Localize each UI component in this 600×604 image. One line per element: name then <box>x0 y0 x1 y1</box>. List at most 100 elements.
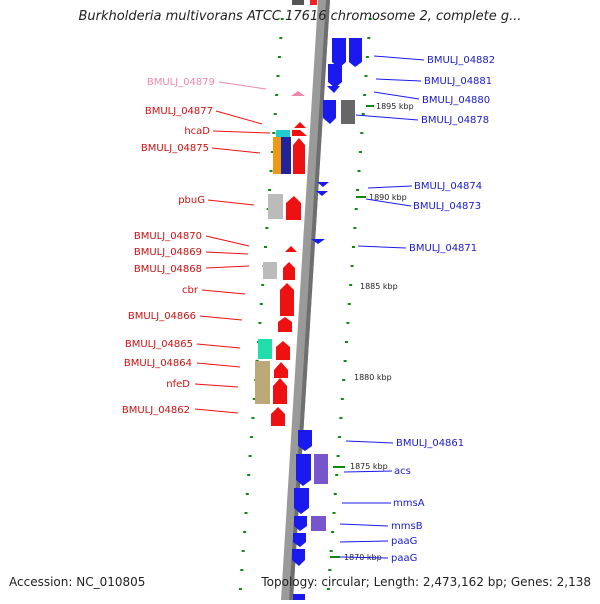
gene-block[interactable] <box>281 137 291 174</box>
scale-label: 1875 kbp <box>350 462 388 471</box>
gene-label-hcaD[interactable]: hcaD <box>184 126 210 137</box>
gene-label-BMULJ_04861[interactable]: BMULJ_04861 <box>396 438 464 449</box>
scale-label: 1880 kbp <box>354 373 392 382</box>
gene-arrow[interactable] <box>280 283 294 316</box>
gene-arrow[interactable] <box>332 38 346 68</box>
accession-label: Accession: NC_010805 <box>9 575 146 589</box>
gene-arrow[interactable] <box>291 91 305 96</box>
gene-arrow[interactable] <box>273 378 287 404</box>
grid-tick <box>270 151 274 153</box>
gene-label-mmsA[interactable]: mmsA <box>393 498 425 509</box>
gene-arrow[interactable] <box>327 86 340 93</box>
gene-block[interactable] <box>258 339 272 359</box>
gene-label-BMULJ_04882[interactable]: BMULJ_04882 <box>427 55 495 66</box>
gene-label-BMULJ_04873[interactable]: BMULJ_04873 <box>413 201 481 212</box>
gene-label-BMULJ_04880[interactable]: BMULJ_04880 <box>422 95 490 106</box>
gene-label-BMULJ_04878[interactable]: BMULJ_04878 <box>421 115 489 126</box>
gene-label-BMULJ_04865[interactable]: BMULJ_04865 <box>125 339 193 350</box>
grid-tick <box>277 56 281 58</box>
grid-tick <box>238 588 242 590</box>
gene-arrow[interactable] <box>323 100 336 124</box>
grid-tick <box>354 208 358 210</box>
gene-arrow[interactable] <box>286 196 301 220</box>
gene-block[interactable] <box>314 454 328 484</box>
gene-label-BMULJ_04862[interactable]: BMULJ_04862 <box>122 405 190 416</box>
gene-label-cbr[interactable]: cbr <box>182 285 199 296</box>
gene-arrow[interactable] <box>292 130 307 136</box>
scale-label: 1895 kbp <box>376 102 414 111</box>
grid-tick <box>269 170 273 172</box>
grid-tick <box>248 455 252 457</box>
grid-tick <box>346 322 350 324</box>
grid-tick <box>243 531 247 533</box>
grid-tick <box>275 94 279 96</box>
grid-tick <box>279 37 283 39</box>
gene-block[interactable] <box>273 137 281 174</box>
grid-tick <box>358 151 362 153</box>
gene-block[interactable] <box>263 262 277 279</box>
grid-tick <box>340 398 344 400</box>
gene-block[interactable] <box>311 516 326 531</box>
grid-tick <box>339 417 343 419</box>
gene-arrow[interactable] <box>293 533 306 547</box>
grid-tick <box>276 75 280 77</box>
gene-block[interactable] <box>255 361 270 404</box>
gene-label-BMULJ_04868[interactable]: BMULJ_04868 <box>134 264 202 275</box>
grid-tick <box>280 18 284 20</box>
gene-arrow[interactable] <box>311 239 325 244</box>
gene-arrow[interactable] <box>294 122 306 128</box>
grid-tick <box>343 360 347 362</box>
gene-label-mmsB[interactable]: mmsB <box>391 521 423 532</box>
grid-tick <box>250 436 253 438</box>
gene-block[interactable] <box>341 100 355 124</box>
chromosome-backbone-shade <box>289 0 330 600</box>
gene-arrow[interactable] <box>285 246 297 252</box>
grid-tick <box>247 474 251 476</box>
gene-arrow[interactable] <box>328 64 342 88</box>
map-title: Burkholderia multivorans ATCC 17616 chro… <box>78 9 522 24</box>
gene-arrow[interactable] <box>274 362 288 378</box>
gene-label-BMULJ_04870[interactable]: BMULJ_04870 <box>134 231 202 242</box>
gene-label-paaG[interactable]: paaG <box>391 536 417 547</box>
gene-arrow[interactable] <box>294 488 309 514</box>
grid-tick <box>368 18 372 20</box>
gene-label-BMULJ_04875[interactable]: BMULJ_04875 <box>141 143 209 154</box>
gene-label-BMULJ_04874[interactable]: BMULJ_04874 <box>414 181 482 192</box>
gene-arrow[interactable] <box>294 516 307 531</box>
gene-label-BMULJ_04866[interactable]: BMULJ_04866 <box>128 311 196 322</box>
gene-arrow[interactable] <box>276 341 290 360</box>
grid-tick <box>329 550 333 552</box>
gene-label-BMULJ_04879[interactable]: BMULJ_04879 <box>147 77 215 88</box>
gene-arrow[interactable] <box>349 38 362 67</box>
forward-strand-genes <box>255 91 307 426</box>
gene-arrow[interactable] <box>316 191 328 196</box>
scale-label: 1890 kbp <box>369 193 407 202</box>
gene-label-paaG-2[interactable]: paaG <box>391 553 417 564</box>
gene-label-nfeD[interactable]: nfeD <box>166 379 190 390</box>
gene-label-BMULJ_04877[interactable]: BMULJ_04877 <box>145 106 213 117</box>
gene-arrow[interactable] <box>298 430 312 451</box>
gene-arrow[interactable] <box>292 549 305 566</box>
gene-label-acs[interactable]: acs <box>394 466 411 477</box>
grid-tick <box>244 512 248 514</box>
left-gene-labels: BMULJ_04879 BMULJ_04877 hcaD BMULJ_04875… <box>122 77 215 416</box>
gene-label-BMULJ_04869[interactable]: BMULJ_04869 <box>134 247 202 258</box>
gene-arrow[interactable] <box>296 454 311 486</box>
grid-tick <box>349 284 353 286</box>
gene-label-BMULJ_04864[interactable]: BMULJ_04864 <box>124 358 192 369</box>
grid-tick <box>272 132 276 134</box>
gene-arrow[interactable] <box>278 317 292 332</box>
grid-tick <box>331 531 335 533</box>
gene-block[interactable] <box>276 130 290 137</box>
gene-label-BMULJ_04881[interactable]: BMULJ_04881 <box>424 76 492 87</box>
gene-arrow[interactable] <box>293 138 305 174</box>
gene-label-BMULJ_04871[interactable]: BMULJ_04871 <box>409 243 477 254</box>
scale-label: 1885 kbp <box>360 282 398 291</box>
gene-block[interactable] <box>268 194 283 219</box>
gene-label-pbuG[interactable]: pbuG <box>178 195 205 206</box>
gene-arrow[interactable] <box>271 407 285 426</box>
gene-arrow[interactable] <box>283 262 295 280</box>
gene-arrow[interactable] <box>317 182 329 187</box>
